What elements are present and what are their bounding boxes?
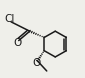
Text: O: O [13,38,22,48]
Text: O: O [33,58,41,68]
Text: Cl: Cl [5,14,15,24]
